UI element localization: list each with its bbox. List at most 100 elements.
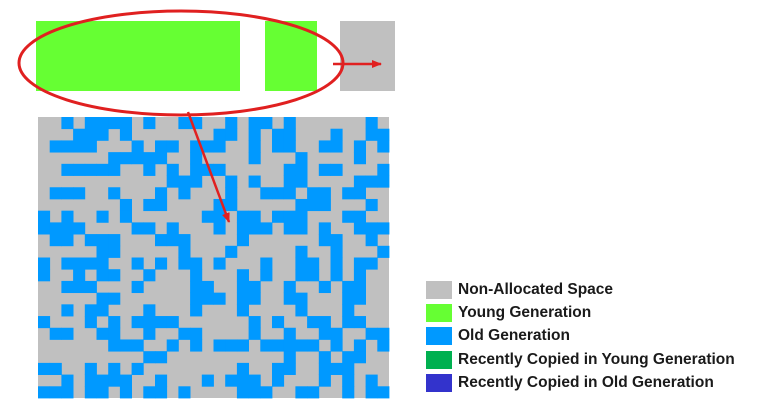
- old-generation-cell: [132, 363, 144, 375]
- old-generation-cell: [342, 187, 354, 199]
- old-generation-cell: [85, 258, 97, 270]
- old-generation-cell: [38, 316, 50, 328]
- old-generation-cell: [225, 199, 237, 211]
- old-generation-cell: [132, 152, 144, 164]
- old-generation-cell: [97, 164, 109, 176]
- old-generation-cell: [202, 293, 214, 305]
- old-generation-cell: [272, 211, 284, 223]
- old-generation-cell: [225, 176, 237, 188]
- old-generation-cell: [97, 258, 109, 270]
- old-generation-cell: [61, 117, 73, 129]
- old-generation-cell: [342, 281, 354, 293]
- old-generation-cell: [143, 304, 155, 316]
- old-generation-cell: [155, 351, 167, 363]
- legend: Non-Allocated Space Young Generation Old…: [426, 278, 735, 395]
- old-generation-cell: [284, 187, 296, 199]
- old-generation-cell: [237, 293, 249, 305]
- old-generation-cell: [202, 281, 214, 293]
- old-generation-cell: [85, 234, 97, 246]
- old-generation-cell: [73, 129, 85, 141]
- old-generation-cell: [342, 304, 354, 316]
- old-generation-cell: [143, 269, 155, 281]
- old-generation-cell: [108, 316, 120, 328]
- old-generation-cell: [354, 293, 366, 305]
- old-generation-cell: [178, 187, 190, 199]
- old-generation-cell: [97, 129, 109, 141]
- legend-label: Old Generation: [458, 327, 570, 345]
- old-generation-cell: [284, 293, 296, 305]
- old-generation-cell: [354, 351, 366, 363]
- old-generation-cell: [61, 211, 73, 223]
- old-generation-cell: [237, 386, 249, 398]
- old-generation-cell: [331, 328, 343, 340]
- old-generation-cell: [237, 304, 249, 316]
- old-generation-cell: [307, 269, 319, 281]
- old-generation-cell: [155, 316, 167, 328]
- old-generation-cell: [108, 293, 120, 305]
- old-generation-cell: [366, 386, 378, 398]
- old-generation-cell: [307, 316, 319, 328]
- old-generation-cell: [178, 246, 190, 258]
- old-generation-cell: [167, 140, 179, 152]
- old-generation-cell: [225, 339, 237, 351]
- old-generation-cell: [61, 222, 73, 234]
- old-generation-cell: [260, 222, 272, 234]
- old-generation-cell: [132, 140, 144, 152]
- old-generation-cell: [85, 129, 97, 141]
- old-generation-cell: [167, 222, 179, 234]
- old-generation-cell: [319, 140, 331, 152]
- old-generation-cell: [61, 258, 73, 270]
- old-generation-cell: [108, 246, 120, 258]
- old-generation-cell: [225, 129, 237, 141]
- old-generation-cell: [377, 164, 389, 176]
- old-generation-cell: [108, 187, 120, 199]
- old-generation-cell: [97, 234, 109, 246]
- old-generation-cell: [284, 222, 296, 234]
- old-generation-cell: [178, 117, 190, 129]
- old-generation-cell: [307, 339, 319, 351]
- old-generation-cell: [97, 328, 109, 340]
- old-generation-cell: [354, 339, 366, 351]
- old-generation-cell: [272, 316, 284, 328]
- old-generation-cell: [155, 199, 167, 211]
- old-generation-cell: [272, 129, 284, 141]
- old-generation-cell: [295, 211, 307, 223]
- old-generation-cell: [132, 339, 144, 351]
- old-generation-cell: [377, 176, 389, 188]
- old-generation-cell: [319, 375, 331, 387]
- old-generation-cell: [377, 386, 389, 398]
- legend-label: Recently Copied in Young Generation: [458, 351, 735, 369]
- old-generation-cell: [295, 293, 307, 305]
- old-generation-cell: [354, 187, 366, 199]
- old-generation-cell: [295, 386, 307, 398]
- old-generation-cell: [366, 328, 378, 340]
- old-generation-cell: [237, 375, 249, 387]
- old-generation-cell: [61, 281, 73, 293]
- old-generation-cell: [155, 152, 167, 164]
- old-generation-cell: [366, 129, 378, 141]
- old-generation-cell: [120, 339, 132, 351]
- old-generation-cell: [120, 129, 132, 141]
- old-generation-cell: [108, 152, 120, 164]
- old-generation-cell: [342, 211, 354, 223]
- old-generation-cell: [97, 269, 109, 281]
- old-generation-cell: [284, 363, 296, 375]
- old-generation-cell: [61, 375, 73, 387]
- old-generation-cell: [108, 164, 120, 176]
- old-generation-cell: [97, 375, 109, 387]
- old-generation-cell: [38, 211, 50, 223]
- old-generation-cell: [50, 234, 62, 246]
- old-generation-cell: [237, 339, 249, 351]
- old-generation-cell: [225, 187, 237, 199]
- old-generation-cell: [73, 222, 85, 234]
- old-generation-cell: [295, 269, 307, 281]
- old-generation-cell: [155, 258, 167, 270]
- old-generation-cell: [272, 375, 284, 387]
- old-generation-cell: [120, 211, 132, 223]
- old-generation-cell: [249, 375, 261, 387]
- old-generation-cell: [61, 304, 73, 316]
- old-generation-cell: [295, 246, 307, 258]
- old-generation-cell: [272, 140, 284, 152]
- legend-label: Recently Copied in Old Generation: [458, 374, 714, 392]
- old-generation-cell: [249, 129, 261, 141]
